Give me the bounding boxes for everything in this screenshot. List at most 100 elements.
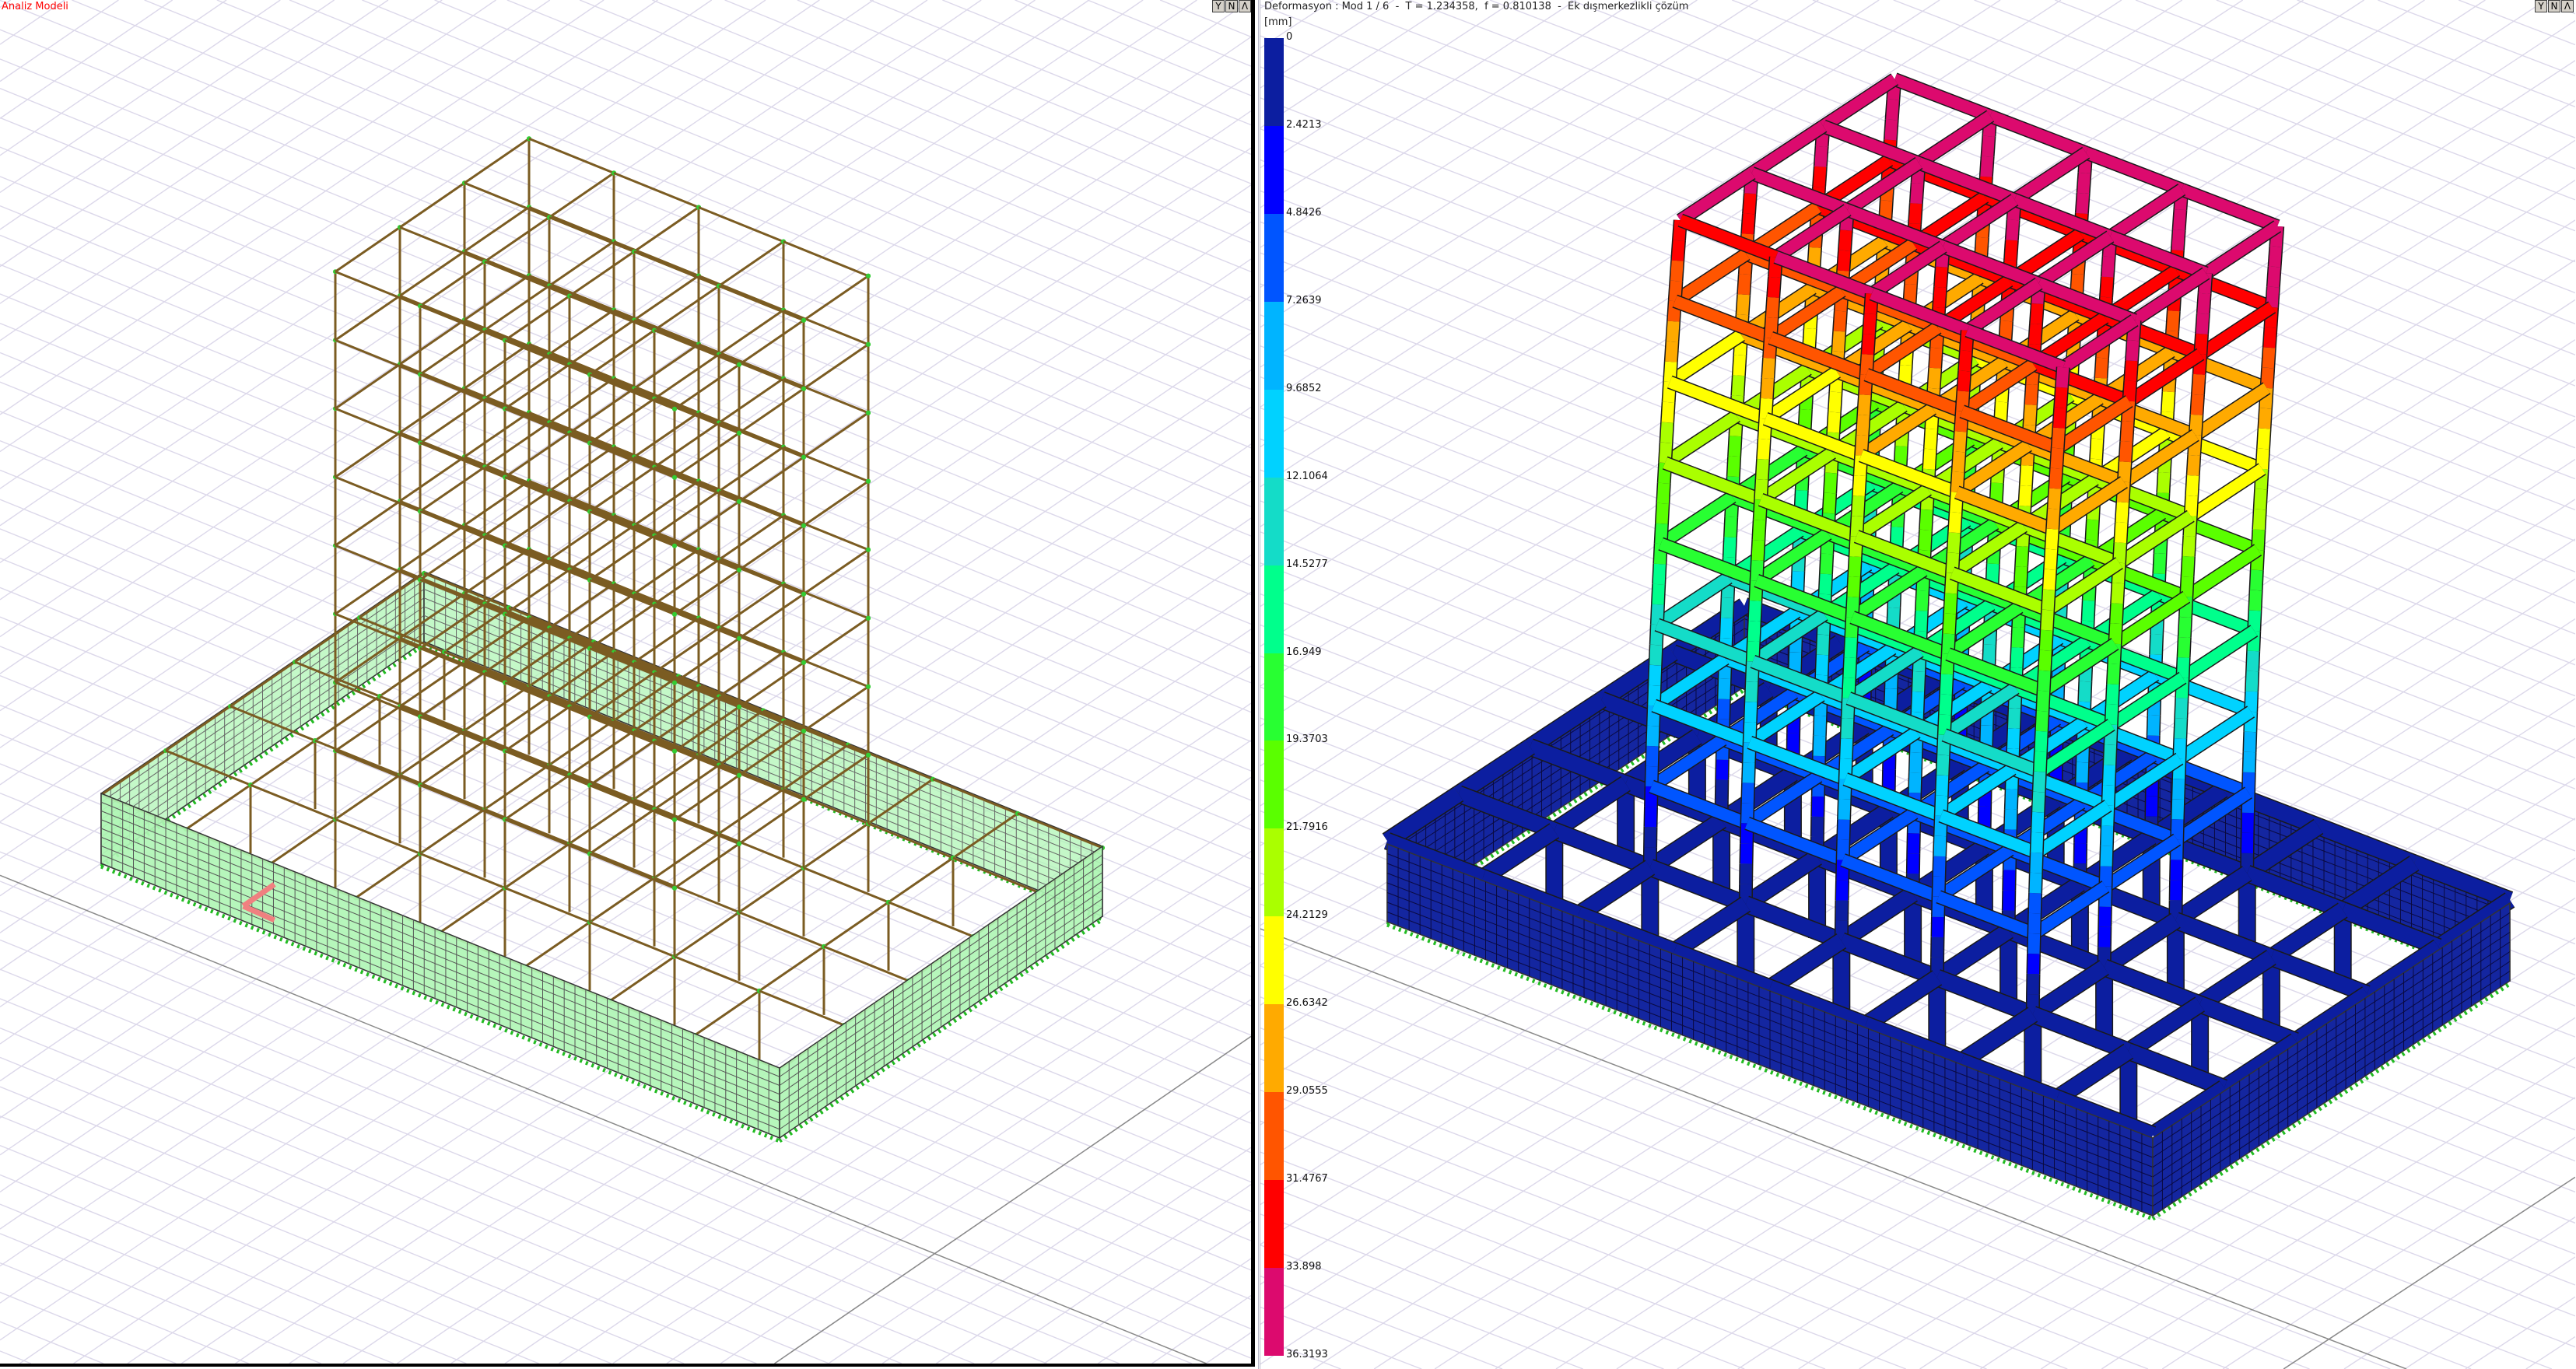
beam[interactable] <box>654 764 720 811</box>
beam[interactable] <box>504 706 570 752</box>
basement-beam[interactable] <box>888 901 974 938</box>
column[interactable] <box>2022 404 2038 426</box>
beam[interactable] <box>1758 492 1859 544</box>
column[interactable] <box>2101 765 2117 786</box>
beam[interactable] <box>1916 156 2017 207</box>
beam[interactable] <box>1834 365 1936 415</box>
column[interactable] <box>1647 664 1663 686</box>
column[interactable] <box>1950 471 1965 493</box>
column[interactable] <box>2183 495 2199 516</box>
beam[interactable] <box>399 499 485 537</box>
beam[interactable] <box>803 275 869 321</box>
beam[interactable] <box>399 250 465 297</box>
beam[interactable] <box>1754 573 1855 625</box>
beam[interactable] <box>484 216 550 263</box>
column[interactable] <box>1950 451 1967 473</box>
beam[interactable] <box>484 465 570 502</box>
column[interactable] <box>2122 380 2138 402</box>
beam[interactable] <box>504 432 570 478</box>
beam[interactable] <box>399 661 465 708</box>
column[interactable] <box>2252 488 2269 510</box>
column[interactable] <box>1665 320 1681 342</box>
column[interactable] <box>1938 694 1954 716</box>
column[interactable] <box>2050 427 2066 449</box>
beam[interactable] <box>464 548 530 595</box>
beam[interactable] <box>2175 706 2255 765</box>
beam[interactable] <box>569 637 655 674</box>
beam[interactable] <box>419 603 485 649</box>
beam[interactable] <box>2120 429 2199 488</box>
beam[interactable] <box>1848 564 1928 624</box>
beam[interactable] <box>335 569 401 615</box>
beam[interactable] <box>1891 72 1993 123</box>
beam[interactable] <box>484 558 550 605</box>
beam[interactable] <box>633 411 699 458</box>
beam[interactable] <box>464 411 530 458</box>
column[interactable] <box>1947 512 1963 534</box>
column[interactable] <box>1719 597 1735 619</box>
beam[interactable] <box>633 524 720 562</box>
beam[interactable] <box>1768 331 1869 382</box>
beam[interactable] <box>419 261 485 307</box>
basement-beam[interactable] <box>230 660 296 708</box>
column[interactable] <box>1740 783 1756 804</box>
beam[interactable] <box>1652 572 1733 631</box>
beam[interactable] <box>633 617 699 663</box>
basement-beam[interactable] <box>609 955 675 1002</box>
beam[interactable] <box>548 514 615 561</box>
column[interactable] <box>1737 274 1752 296</box>
beam[interactable] <box>589 784 675 821</box>
column[interactable] <box>2024 383 2039 406</box>
beam[interactable] <box>1743 770 1823 829</box>
beam[interactable] <box>484 534 570 571</box>
column[interactable] <box>1926 367 1943 389</box>
beam[interactable] <box>1867 240 1947 300</box>
column[interactable] <box>2098 866 2114 887</box>
beam[interactable] <box>464 343 530 390</box>
column[interactable] <box>1934 775 1950 797</box>
column[interactable] <box>2156 472 2171 494</box>
basement-beam[interactable] <box>335 774 401 821</box>
column[interactable] <box>2099 276 2115 298</box>
column[interactable] <box>2027 933 2042 954</box>
basement-beam[interactable] <box>2195 949 2276 1012</box>
column[interactable] <box>2265 286 2280 308</box>
beam[interactable] <box>1858 449 1960 499</box>
basement-beam[interactable] <box>165 749 251 786</box>
beam[interactable] <box>1838 807 1919 867</box>
column[interactable] <box>1819 553 1835 575</box>
column[interactable] <box>1942 613 1957 635</box>
column[interactable] <box>1843 637 1859 659</box>
beam[interactable] <box>633 275 699 321</box>
beam[interactable] <box>803 548 869 595</box>
basement-beam[interactable] <box>2219 1033 2301 1096</box>
beam[interactable] <box>1941 728 2043 779</box>
beam[interactable] <box>335 363 401 410</box>
beam[interactable] <box>548 651 615 698</box>
basement-beam[interactable] <box>1479 869 1582 923</box>
beam[interactable] <box>633 343 699 390</box>
beam[interactable] <box>1662 456 1764 506</box>
beam[interactable] <box>1761 366 1841 425</box>
beam[interactable] <box>718 627 804 664</box>
beam[interactable] <box>738 798 804 845</box>
column[interactable] <box>1985 563 2000 585</box>
column[interactable] <box>1814 654 1830 676</box>
beam[interactable] <box>589 397 655 444</box>
beam[interactable] <box>2036 277 2137 327</box>
beam[interactable] <box>335 432 401 478</box>
basement-beam[interactable] <box>932 778 1018 815</box>
beam[interactable] <box>633 593 720 630</box>
basement-wall-front[interactable] <box>100 792 780 1143</box>
beam[interactable] <box>718 651 784 698</box>
column[interactable] <box>1978 156 1995 177</box>
column[interactable] <box>1917 529 1933 551</box>
beam[interactable] <box>2025 439 2127 489</box>
beam[interactable] <box>569 456 635 502</box>
beam[interactable] <box>1987 109 2089 159</box>
beam[interactable] <box>528 342 615 380</box>
beam[interactable] <box>335 500 401 547</box>
column[interactable] <box>2044 528 2060 550</box>
beam[interactable] <box>399 636 485 674</box>
column[interactable] <box>1812 166 1828 187</box>
